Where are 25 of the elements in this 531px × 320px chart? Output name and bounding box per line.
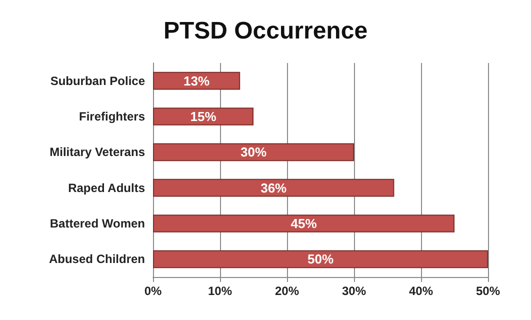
bar [153, 108, 254, 126]
data-label: 30% [240, 144, 267, 160]
x-tick-label: 50% [476, 284, 500, 298]
data-label: 45% [290, 216, 318, 231]
bar [153, 250, 488, 268]
y-tick-label: Abused Children [48, 252, 145, 266]
x-tick-label: 30% [342, 284, 366, 298]
y-tick-label: Battered Women [50, 216, 145, 230]
y-tick-label: Suburban Police [50, 74, 146, 88]
x-tick-label: 10% [208, 284, 232, 298]
chart-title: PTSD Occurrence [163, 18, 368, 44]
x-tick-label: 40% [408, 284, 434, 298]
data-label: 36% [260, 180, 288, 196]
x-tick-label: 0% [144, 284, 162, 298]
y-tick-label: Firefighters [78, 110, 146, 124]
data-label: 13% [184, 73, 210, 88]
bar [153, 214, 454, 232]
bar [153, 143, 354, 162]
bar [153, 72, 240, 90]
x-tick-label: 20% [274, 284, 300, 298]
y-tick-label: Raped Adults [68, 180, 146, 195]
y-tick-label: Military Veterans [50, 145, 146, 160]
bar [153, 178, 394, 197]
data-label: 15% [190, 109, 217, 124]
data-label: 50% [307, 252, 334, 267]
